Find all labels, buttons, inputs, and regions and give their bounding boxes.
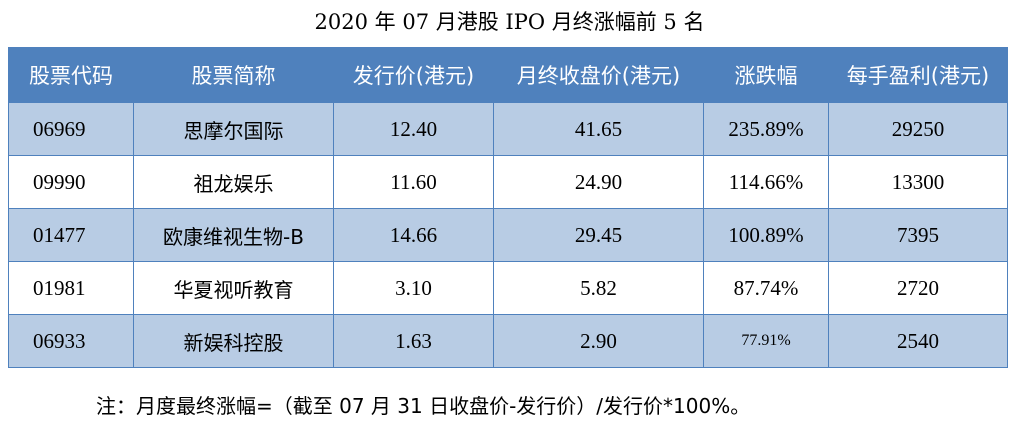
cell-stock-name: 华夏视听教育: [133, 261, 334, 315]
cell-close-price: 29.45: [493, 208, 704, 262]
cell-stock-code: 06969: [8, 102, 134, 156]
footnote: 注：月度最终涨幅=（截至 07 月 31 日收盘价-发行价）/发行价*100%。: [96, 394, 751, 418]
cell-change: 235.89%: [703, 102, 829, 156]
cell-close-price: 2.90: [493, 314, 704, 368]
header-close-price: 月终收盘价(港元): [493, 47, 704, 103]
cell-stock-name: 祖龙娱乐: [133, 155, 334, 209]
header-change: 涨跌幅: [703, 47, 829, 103]
table-row: 06969 思摩尔国际 12.40 41.65 235.89% 29250: [8, 102, 1008, 156]
header-stock-code: 股票代码: [8, 47, 134, 103]
cell-lot-profit: 29250: [828, 102, 1008, 156]
table-header-row: 股票代码 股票简称 发行价(港元) 月终收盘价(港元) 涨跌幅 每手盈利(港元): [8, 47, 1008, 103]
table-row: 01477 欧康维视生物-B 14.66 29.45 100.89% 7395: [8, 208, 1008, 262]
table-row: 06933 新娱科控股 1.63 2.90 77.91% 2540: [8, 314, 1008, 368]
ipo-table: 股票代码 股票简称 发行价(港元) 月终收盘价(港元) 涨跌幅 每手盈利(港元)…: [8, 47, 1008, 368]
cell-change: 114.66%: [703, 155, 829, 209]
cell-stock-code: 01477: [8, 208, 134, 262]
cell-lot-profit: 13300: [828, 155, 1008, 209]
cell-issue-price: 11.60: [333, 155, 494, 209]
cell-change: 77.91%: [703, 314, 829, 368]
header-issue-price: 发行价(港元): [333, 47, 494, 103]
cell-issue-price: 1.63: [333, 314, 494, 368]
header-stock-name: 股票简称: [133, 47, 334, 103]
cell-stock-name: 思摩尔国际: [133, 102, 334, 156]
cell-stock-name: 新娱科控股: [133, 314, 334, 368]
cell-close-price: 41.65: [493, 102, 704, 156]
table-row: 09990 祖龙娱乐 11.60 24.90 114.66% 13300: [8, 155, 1008, 209]
cell-close-price: 24.90: [493, 155, 704, 209]
cell-issue-price: 12.40: [333, 102, 494, 156]
cell-lot-profit: 2540: [828, 314, 1008, 368]
cell-stock-name: 欧康维视生物-B: [133, 208, 334, 262]
cell-stock-code: 06933: [8, 314, 134, 368]
cell-issue-price: 14.66: [333, 208, 494, 262]
table-title: 2020 年 07 月港股 IPO 月终涨幅前 5 名: [314, 10, 705, 34]
cell-stock-code: 09990: [8, 155, 134, 209]
header-lot-profit: 每手盈利(港元): [828, 47, 1008, 103]
cell-change: 87.74%: [703, 261, 829, 315]
cell-lot-profit: 2720: [828, 261, 1008, 315]
cell-issue-price: 3.10: [333, 261, 494, 315]
table-row: 01981 华夏视听教育 3.10 5.82 87.74% 2720: [8, 261, 1008, 315]
cell-stock-code: 01981: [8, 261, 134, 315]
cell-lot-profit: 7395: [828, 208, 1008, 262]
cell-change: 100.89%: [703, 208, 829, 262]
cell-close-price: 5.82: [493, 261, 704, 315]
